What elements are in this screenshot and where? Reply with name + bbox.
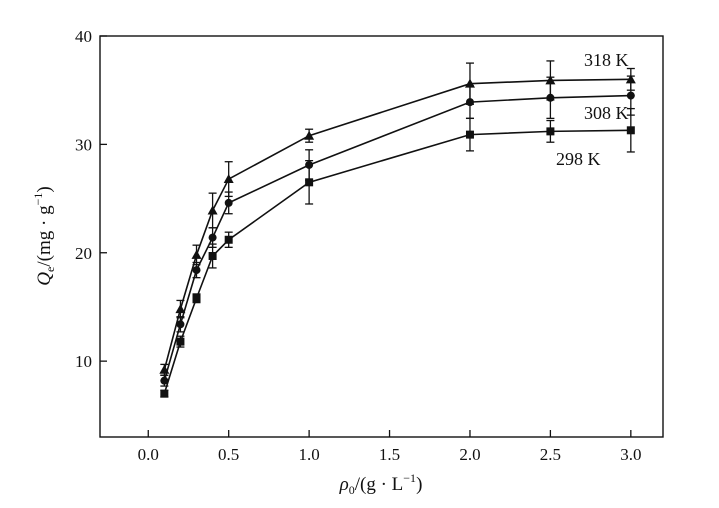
x-tick-label: 1.0 (298, 445, 319, 464)
series-line (163, 129, 631, 394)
series-label-318k: 318 K (584, 50, 629, 70)
y-tick-label: 30 (75, 135, 92, 154)
x-tick-label: 1.5 (379, 445, 400, 464)
series-line (163, 78, 631, 371)
y-tick-label: 20 (75, 244, 92, 263)
data-point-triangle (304, 130, 315, 140)
x-tick-label: 0.0 (138, 445, 159, 464)
y-axis-label: Qe/(mg · g−1) (31, 186, 57, 285)
data-point-circle (176, 320, 185, 329)
data-point-triangle (191, 249, 202, 259)
data-point-triangle (223, 174, 234, 184)
series-2 (160, 107, 635, 398)
series-line (163, 94, 631, 381)
data-point-circle (546, 93, 555, 102)
series-1 (160, 75, 635, 387)
data-point-square (160, 389, 169, 398)
data-point-square (305, 178, 314, 187)
data-point-square (176, 337, 185, 346)
data-point-circle (192, 266, 201, 275)
data-point-circle (626, 91, 635, 100)
data-point-circle (160, 376, 169, 385)
plot-frame (99, 35, 664, 438)
x-axis-label: ρ0/(g · L−1) (339, 471, 423, 497)
x-tick-label: 0.5 (218, 445, 239, 464)
data-point-square (192, 294, 201, 303)
series-0 (159, 60, 636, 376)
x-tick-label: 2.5 (540, 445, 561, 464)
x-axis: 0.0 0.5 1.0 1.5 2.0 2.5 3.0 (138, 430, 641, 464)
y-tick-label: 10 (75, 352, 92, 371)
series-layer (159, 60, 636, 398)
data-point-triangle (175, 304, 186, 314)
data-point-square (626, 126, 635, 135)
x-tick-label: 2.0 (459, 445, 480, 464)
series-label-298k: 298 K (556, 149, 601, 169)
data-point-square (546, 127, 555, 136)
data-point-triangle (207, 205, 218, 215)
data-point-circle (224, 198, 233, 207)
data-point-circle (465, 98, 474, 107)
y-axis: 10 20 30 40 (75, 27, 107, 371)
data-point-square (208, 252, 217, 261)
data-point-square (465, 130, 474, 139)
y-tick-label: 40 (75, 27, 92, 46)
series-label-308k: 308 K (584, 103, 629, 123)
x-tick-label: 3.0 (620, 445, 641, 464)
data-point-square (224, 235, 233, 244)
data-point-circle (208, 233, 217, 242)
